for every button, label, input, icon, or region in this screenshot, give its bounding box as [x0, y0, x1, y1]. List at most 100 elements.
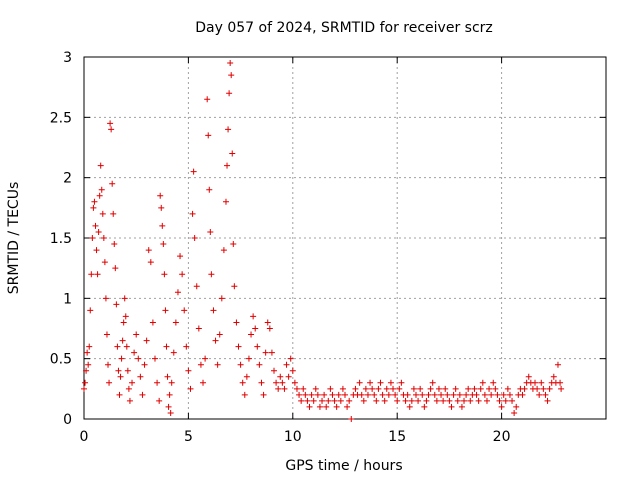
data-point: [248, 331, 255, 338]
data-point: [534, 385, 541, 392]
data-point: [147, 259, 154, 266]
data-point: [404, 391, 411, 398]
data-point: [429, 379, 436, 386]
data-point: [344, 403, 351, 410]
data-point: [139, 391, 146, 398]
data-point: [166, 391, 173, 398]
data-point: [346, 397, 353, 404]
data-point: [245, 355, 252, 362]
data-point: [458, 403, 465, 410]
data-point: [273, 379, 280, 386]
data-point: [375, 385, 382, 392]
data-point: [226, 90, 233, 97]
data-point: [300, 385, 307, 392]
data-point: [463, 391, 470, 398]
data-point: [264, 319, 271, 326]
data-point: [421, 403, 428, 410]
data-point: [513, 403, 520, 410]
data-point: [224, 162, 231, 169]
data-point: [544, 397, 551, 404]
data-point: [91, 198, 98, 205]
data-point: [231, 283, 238, 290]
data-point: [229, 150, 236, 157]
data-point: [467, 397, 474, 404]
data-point: [448, 403, 455, 410]
data-point: [220, 247, 227, 254]
data-point: [383, 385, 390, 392]
data-point: [193, 283, 200, 290]
data-point: [83, 367, 90, 374]
data-point: [452, 385, 459, 392]
data-point: [367, 379, 374, 386]
data-point: [339, 385, 346, 392]
data-point: [122, 313, 129, 320]
data-point: [319, 397, 326, 404]
data-point: [298, 397, 305, 404]
data-point: [113, 301, 120, 308]
data-point: [450, 391, 457, 398]
data-point: [101, 259, 108, 266]
data-point: [325, 397, 332, 404]
data-point: [511, 409, 518, 416]
data-point: [87, 307, 94, 314]
data-point: [197, 361, 204, 368]
grid: [84, 57, 606, 419]
data-point: [258, 379, 265, 386]
data-point: [143, 337, 150, 344]
data-point: [156, 397, 163, 404]
data-point: [86, 343, 93, 350]
data-point: [406, 403, 413, 410]
data-point: [479, 379, 486, 386]
data-point: [314, 391, 321, 398]
data-point: [177, 253, 184, 260]
data-point: [550, 373, 557, 380]
data-point: [289, 367, 296, 374]
data-point: [162, 307, 169, 314]
data-point: [557, 379, 564, 386]
data-point: [119, 337, 126, 344]
data-point: [488, 391, 495, 398]
data-point: [492, 385, 499, 392]
data-point: [331, 397, 338, 404]
data-point: [84, 349, 91, 356]
data-point: [296, 391, 303, 398]
data-point: [225, 126, 232, 133]
data-point: [227, 60, 234, 67]
data-point: [412, 391, 419, 398]
data-point: [208, 271, 215, 278]
data-point: [477, 385, 484, 392]
data-point: [381, 397, 388, 404]
data-point: [170, 349, 177, 356]
y-tick-label: 0.5: [50, 352, 72, 368]
data-point: [112, 265, 119, 272]
data-point: [256, 361, 263, 368]
data-point: [369, 385, 376, 392]
data-point: [97, 162, 104, 169]
data-point: [115, 367, 122, 374]
data-point: [266, 325, 273, 332]
data-point: [121, 295, 128, 302]
data-point: [506, 391, 513, 398]
data-point: [111, 241, 118, 248]
data-point: [179, 271, 186, 278]
data-point: [358, 391, 365, 398]
data-point: [118, 355, 125, 362]
data-point: [337, 397, 344, 404]
data-point: [454, 397, 461, 404]
x-tick-label: 0: [80, 429, 89, 445]
data-point: [271, 367, 278, 374]
data-point: [373, 397, 380, 404]
data-point: [275, 385, 282, 392]
data-point: [135, 355, 142, 362]
data-point: [185, 367, 192, 374]
y-axis-label: SRMTID / TECUs: [6, 182, 22, 295]
data-point: [90, 204, 97, 211]
data-point: [335, 391, 342, 398]
x-axis-label: GPS time / hours: [285, 458, 402, 474]
data-point: [145, 247, 152, 254]
data-point: [268, 349, 275, 356]
data-point: [542, 391, 549, 398]
data-point: [174, 289, 181, 296]
y-tick-label: 0: [63, 412, 72, 428]
